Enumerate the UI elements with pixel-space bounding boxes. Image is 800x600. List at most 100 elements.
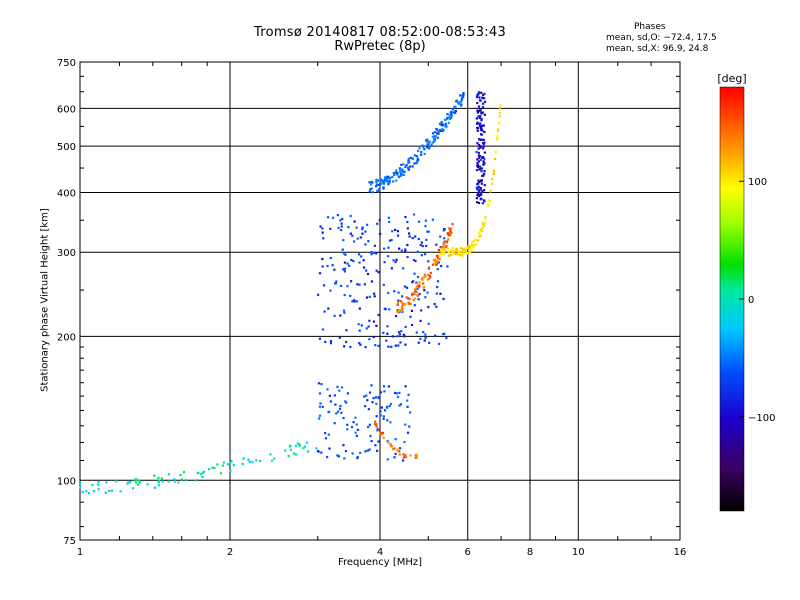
- data-point: [351, 234, 354, 237]
- data-point: [96, 483, 100, 486]
- data-point: [409, 315, 412, 318]
- data-point: [422, 330, 425, 334]
- data-point: [427, 147, 431, 150]
- data-point: [436, 132, 439, 135]
- data-point: [389, 443, 393, 446]
- data-point: [413, 297, 417, 300]
- data-point: [394, 344, 397, 347]
- data-point: [434, 260, 437, 263]
- data-point: [383, 307, 386, 310]
- data-point: [415, 331, 418, 334]
- data-point: [406, 431, 410, 434]
- data-point: [386, 419, 389, 422]
- data-point: [381, 431, 385, 435]
- data-point: [372, 251, 376, 255]
- data-point: [402, 163, 405, 166]
- data-point: [382, 415, 385, 418]
- data-point: [382, 436, 385, 439]
- data-point: [397, 175, 400, 179]
- data-point: [458, 94, 462, 97]
- data-point: [324, 340, 327, 344]
- data-point: [146, 483, 149, 486]
- data-point: [385, 405, 389, 408]
- data-point: [443, 245, 446, 248]
- data-point: [483, 92, 486, 95]
- data-point: [339, 219, 342, 222]
- data-point: [357, 323, 360, 326]
- data-point: [318, 392, 322, 395]
- data-point: [329, 289, 332, 292]
- data-point: [327, 307, 330, 310]
- data-point: [440, 121, 443, 124]
- data-point: [411, 237, 414, 240]
- data-point: [483, 157, 486, 160]
- data-point: [476, 194, 479, 197]
- data-point: [482, 142, 485, 146]
- data-point: [433, 262, 436, 265]
- data-point: [358, 261, 361, 264]
- data-point: [430, 143, 433, 146]
- data-point: [372, 397, 375, 400]
- x-tick-label: 16: [674, 547, 687, 558]
- data-point: [347, 226, 350, 229]
- data-point: [403, 170, 406, 173]
- data-point: [386, 440, 389, 443]
- data-point: [407, 232, 411, 235]
- data-point: [415, 290, 418, 293]
- data-point: [400, 330, 403, 333]
- data-point: [374, 420, 377, 423]
- data-point: [383, 261, 386, 264]
- data-point: [467, 252, 470, 255]
- data-point: [328, 447, 331, 450]
- data-point: [392, 180, 395, 183]
- data-point: [415, 161, 419, 164]
- data-point: [406, 255, 409, 259]
- data-point: [323, 310, 326, 313]
- data-point: [415, 281, 418, 284]
- data-point: [361, 232, 364, 235]
- data-point: [449, 228, 452, 232]
- data-point: [415, 453, 418, 456]
- data-point: [448, 114, 451, 117]
- data-point: [428, 266, 431, 269]
- data-point: [446, 117, 449, 120]
- data-point: [433, 135, 436, 138]
- data-point: [449, 232, 452, 235]
- data-point: [345, 401, 348, 404]
- data-point: [405, 164, 408, 167]
- data-point: [408, 425, 411, 428]
- data-point: [462, 252, 465, 255]
- data-point: [367, 240, 370, 243]
- data-point: [157, 484, 161, 487]
- data-point: [432, 137, 436, 141]
- data-point: [398, 450, 401, 453]
- data-point: [328, 394, 331, 397]
- data-point: [337, 226, 340, 230]
- data-point: [110, 489, 113, 492]
- data-point: [479, 133, 483, 136]
- data-point: [408, 235, 411, 238]
- data-point: [400, 173, 403, 176]
- data-point: [453, 106, 456, 109]
- data-point: [415, 285, 418, 288]
- data-point: [366, 272, 370, 276]
- data-point: [413, 292, 416, 295]
- data-point: [418, 284, 421, 287]
- data-point: [294, 444, 298, 448]
- data-point: [333, 268, 336, 271]
- data-point: [398, 167, 401, 170]
- data-point: [345, 340, 348, 344]
- data-point: [417, 158, 420, 162]
- data-point: [478, 234, 481, 237]
- data-point: [459, 251, 462, 254]
- data-point: [369, 434, 372, 438]
- data-point: [375, 181, 378, 184]
- data-point: [476, 239, 480, 242]
- data-point: [445, 337, 448, 340]
- data-point: [353, 298, 356, 302]
- data-point: [382, 179, 385, 182]
- data-point: [288, 445, 292, 448]
- data-point: [449, 111, 452, 114]
- data-point: [341, 217, 344, 221]
